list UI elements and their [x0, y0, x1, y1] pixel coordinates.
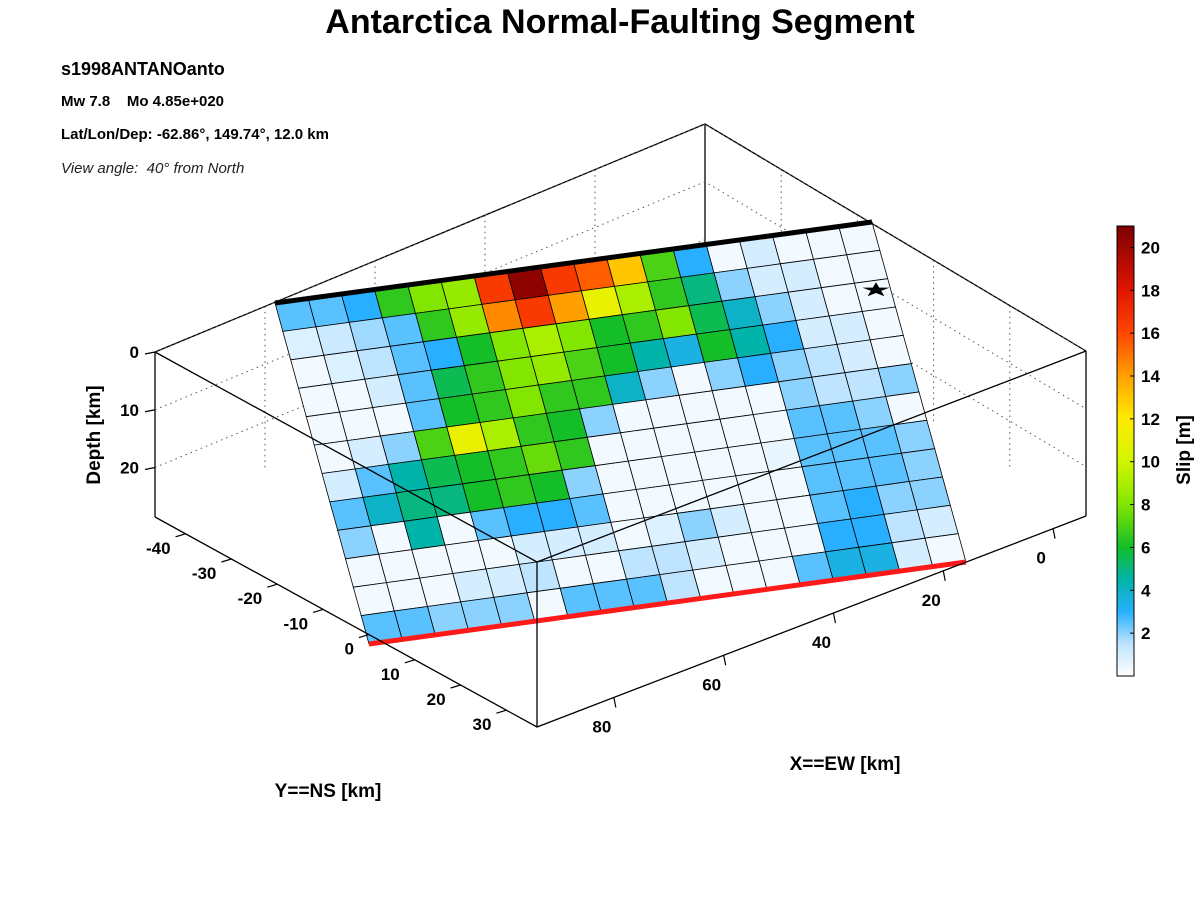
y-tick-mark [450, 684, 461, 689]
colorbar-tick-label: 8 [1141, 496, 1150, 515]
fault-cell [877, 363, 920, 397]
y-tick-mark [221, 558, 232, 563]
colorbar-bar [1116, 225, 1135, 677]
colorbar-tick-label: 12 [1141, 410, 1160, 429]
view-angle-line: View angle: 40° from North [61, 160, 244, 177]
x-tick-label: 40 [812, 633, 831, 652]
plot-box-front [154, 350, 1087, 728]
x-tick-mark [723, 655, 727, 666]
colorbar-tick-label: 6 [1141, 538, 1150, 557]
x-tick-label: 0 [1036, 549, 1045, 568]
event-id: s1998ANTANOanto [61, 59, 225, 79]
colorbar-tick-label: 14 [1141, 367, 1160, 386]
y-tick-label: -30 [192, 564, 217, 583]
y-tick-mark [496, 709, 507, 714]
y-tick-label: 0 [344, 640, 353, 659]
y-tick-mark [358, 634, 370, 639]
y-tick-label: -10 [284, 614, 309, 633]
star-icon [862, 282, 890, 297]
fault-cell [853, 278, 897, 312]
colorbar: 2 4 6 8 10 12 14 16 18 20 [1116, 225, 1160, 677]
axis-ticks: 0 10 20 -40 -30 -20 -10 0 10 20 30 0 20 40 60 80 [120, 343, 1056, 736]
y-tick-label: 20 [427, 690, 446, 709]
fault-cell [900, 448, 944, 482]
colorbar-tick-label: 10 [1141, 453, 1160, 472]
depth-tick-label: 10 [120, 401, 139, 420]
depth-axis-label: Depth [km] [84, 385, 105, 484]
colorbar-tick-label: 18 [1141, 281, 1160, 300]
y-tick-label: 10 [381, 665, 400, 684]
grid-depth-line [154, 123, 1087, 353]
y-tick-mark [267, 583, 278, 588]
x-tick-mark [1052, 528, 1056, 539]
y-tick-mark [175, 533, 186, 538]
colorbar-tick-label: 16 [1141, 324, 1160, 343]
y-tick-mark [404, 659, 415, 664]
fault-cells [274, 221, 967, 645]
x-axis-label: X==EW [km] [790, 754, 901, 775]
x-tick-label: 20 [922, 591, 941, 610]
x-tick-label: 60 [702, 675, 721, 694]
location-line: Lat/Lon/Dep: -62.86°, 149.74°, 12.0 km [61, 126, 329, 143]
y-tick-label: -40 [146, 539, 171, 558]
y-axis-label: Y==NS [km] [275, 781, 382, 802]
fault-cell [893, 419, 936, 454]
y-tick-label: -20 [238, 589, 263, 608]
fault-cell [869, 334, 912, 369]
fault-cell [846, 249, 889, 284]
fault-edges [274, 219, 967, 647]
colorbar-tick-label: 2 [1141, 624, 1150, 643]
depth-tick-mark [144, 409, 156, 413]
x-tick-label: 80 [592, 717, 611, 736]
depth-tick-mark [144, 466, 156, 471]
chart-title: Antarctica Normal-Faulting Segment [325, 3, 914, 41]
depth-tick-label: 0 [130, 343, 139, 362]
x-tick-mark [942, 570, 946, 581]
fault-top-edge [274, 219, 873, 306]
fault-bottom-edge [368, 559, 967, 647]
y-tick-mark [312, 608, 324, 613]
x-tick-mark [613, 697, 617, 708]
colorbar-tick-label: 20 [1141, 238, 1160, 257]
fault-cell [861, 306, 904, 341]
depth-tick-mark [144, 351, 156, 355]
colorbar-label: Slip [m] [1174, 415, 1195, 485]
fault-cell [908, 476, 951, 511]
x-tick-mark [832, 612, 837, 624]
colorbar-tick-label: 4 [1141, 581, 1151, 600]
magnitude-line: Mw 7.8 Mo 4.85e+020 [61, 93, 224, 110]
y-tick-label: 30 [473, 715, 492, 734]
depth-tick-label: 20 [120, 459, 139, 478]
fault-cell [916, 504, 959, 539]
